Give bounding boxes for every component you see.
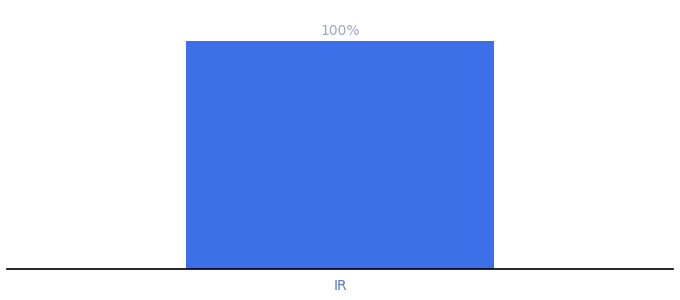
Bar — [186, 41, 494, 269]
Text: 100%: 100% — [320, 24, 360, 38]
